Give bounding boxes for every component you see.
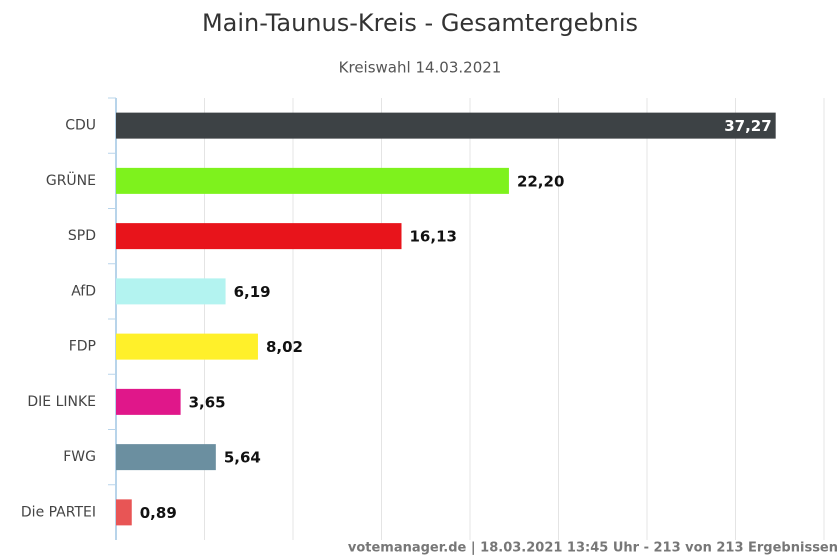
bar xyxy=(116,333,258,360)
value-label: 0,89 xyxy=(140,504,177,522)
y-tick-label: GRÜNE xyxy=(46,171,96,189)
value-label: 8,02 xyxy=(266,338,303,356)
value-label: 3,65 xyxy=(189,393,226,411)
bar xyxy=(116,444,216,471)
value-label: 22,20 xyxy=(517,172,564,190)
y-tick-label: AfD xyxy=(71,283,96,299)
bar xyxy=(116,499,132,526)
y-tick-label: Die PARTEI xyxy=(21,504,96,520)
y-tick-label: FDP xyxy=(69,339,96,355)
chart-title: Main-Taunus-Kreis - Gesamtergebnis xyxy=(202,9,638,37)
value-label: 16,13 xyxy=(410,228,457,246)
value-label: 6,19 xyxy=(234,283,271,301)
bar xyxy=(116,223,402,250)
value-label: 5,64 xyxy=(224,449,261,467)
value-label: 37,27 xyxy=(724,117,771,135)
bar xyxy=(116,112,776,139)
footer: votemanager.de | 18.03.2021 13:45 Uhr - … xyxy=(348,541,838,556)
y-tick-label: SPD xyxy=(68,228,96,244)
y-tick-label: FWG xyxy=(63,449,96,465)
bar xyxy=(116,167,509,194)
bar xyxy=(116,388,181,415)
chart-subtitle: Kreiswahl 14.03.2021 xyxy=(339,59,502,77)
y-tick-label: DIE LINKE xyxy=(27,394,96,410)
y-tick-label: CDU xyxy=(65,118,96,134)
bar xyxy=(116,278,226,305)
